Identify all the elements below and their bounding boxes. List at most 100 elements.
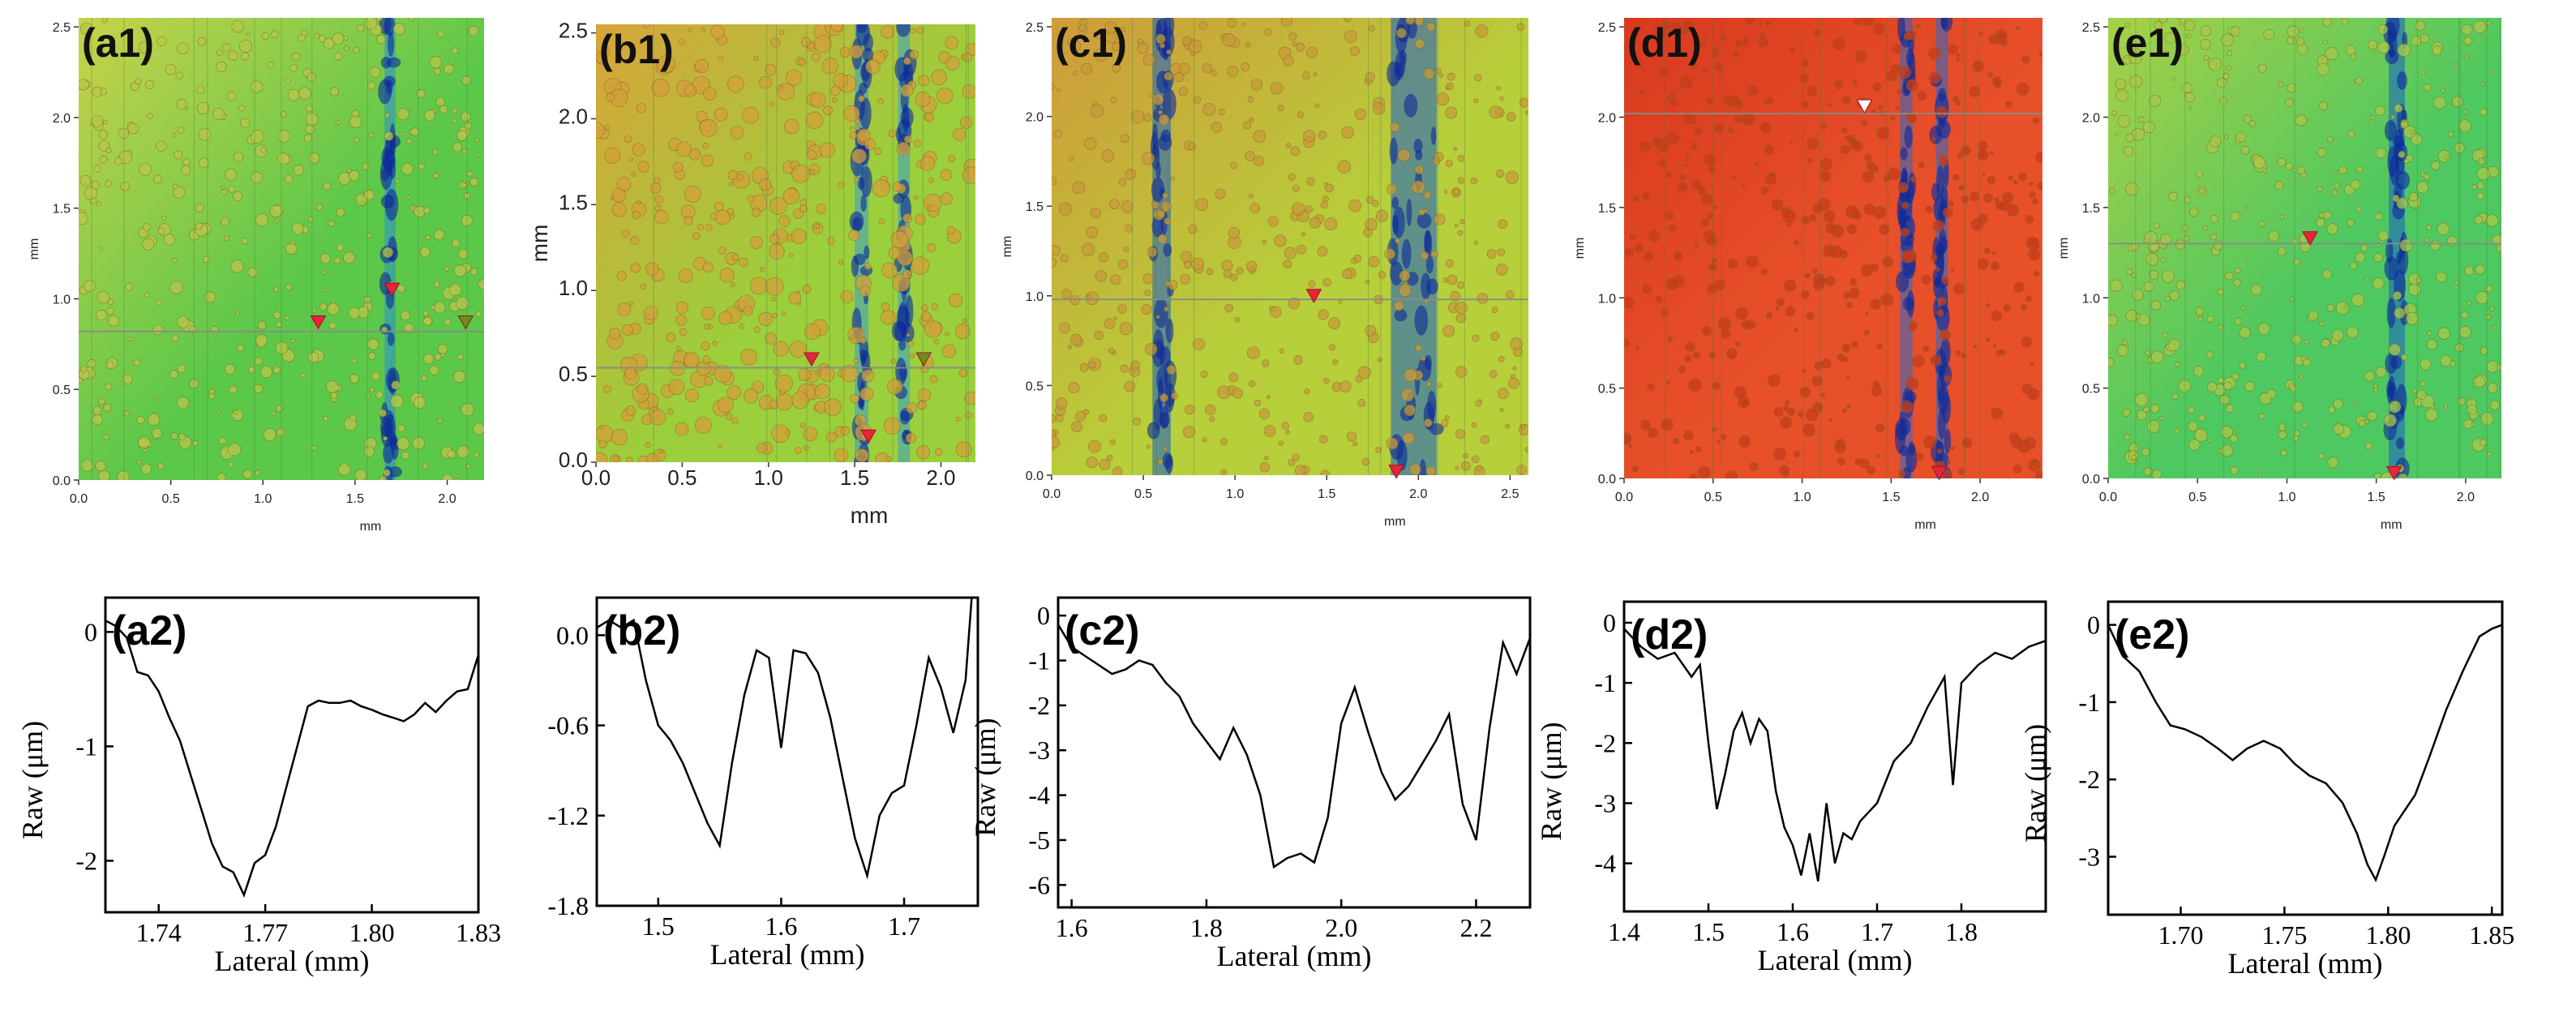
surface-bump bbox=[1691, 180, 1702, 191]
surface-bump bbox=[254, 384, 264, 393]
surface-bump bbox=[1759, 122, 1772, 134]
surface-bump bbox=[303, 134, 312, 143]
wear-spot bbox=[2385, 238, 2394, 264]
surface-bump bbox=[1903, 32, 1912, 41]
surface-bump bbox=[2202, 225, 2209, 231]
surface-bump bbox=[805, 111, 823, 129]
surface-bump bbox=[349, 115, 362, 129]
surface-bump bbox=[1972, 59, 1985, 72]
surface-bump bbox=[888, 129, 897, 138]
surface-bump bbox=[97, 397, 105, 405]
surface-bump bbox=[739, 257, 748, 268]
surface-bump bbox=[2150, 350, 2164, 364]
surface-bump bbox=[1941, 276, 1950, 285]
wear-spot bbox=[383, 443, 394, 464]
surface-bump bbox=[2440, 354, 2452, 367]
surface-bump bbox=[2372, 277, 2385, 289]
surface-bump bbox=[176, 42, 189, 55]
y-axis-label: Raw (μm) bbox=[16, 721, 49, 839]
y-tick-label: -5 bbox=[1028, 825, 1050, 855]
surface-bump bbox=[769, 400, 778, 410]
surface-bump bbox=[448, 283, 462, 297]
surface-bump bbox=[1052, 257, 1057, 268]
surface-bump bbox=[1508, 377, 1520, 389]
surface-bump bbox=[1262, 359, 1270, 367]
surface-bump bbox=[678, 38, 685, 45]
surface-bump bbox=[772, 312, 778, 319]
surface-bump bbox=[861, 369, 875, 383]
surface-bump bbox=[391, 380, 401, 390]
surface-bump bbox=[1496, 169, 1505, 178]
surface-bump bbox=[1476, 465, 1482, 472]
surface-bump bbox=[848, 229, 860, 242]
surface-bump bbox=[1524, 109, 1528, 115]
surface-bump bbox=[1069, 333, 1082, 346]
surface-bump bbox=[771, 296, 777, 302]
surface-bump bbox=[1908, 114, 1918, 124]
surface-bump bbox=[2141, 448, 2150, 457]
surface-bump bbox=[351, 109, 359, 118]
surface-bump bbox=[1811, 375, 1824, 387]
y-tick-label: 0.0 bbox=[556, 620, 589, 650]
wear-spot bbox=[2388, 42, 2394, 57]
surface-bump bbox=[156, 36, 167, 47]
surface-bump bbox=[1394, 301, 1404, 311]
surface-bump bbox=[2454, 143, 2465, 153]
surface-bump bbox=[1188, 225, 1198, 234]
surface-bump bbox=[1516, 23, 1525, 31]
surface-bump bbox=[1420, 251, 1429, 260]
surface-bump bbox=[2015, 26, 2021, 32]
surface-bump bbox=[702, 355, 711, 364]
surface-bump bbox=[1397, 148, 1411, 162]
wear-spot bbox=[1425, 255, 1434, 274]
wear-spot bbox=[1164, 454, 1173, 474]
y-axis-label: Raw (μm) bbox=[969, 718, 1001, 836]
y-tick-label: 1.0 bbox=[53, 293, 71, 307]
surface-bump bbox=[2489, 306, 2495, 311]
surface-bump bbox=[1765, 96, 1774, 105]
surface-bump bbox=[1930, 254, 1938, 261]
x-tick-label: 1.5 bbox=[1692, 917, 1725, 946]
surface-bump bbox=[2331, 189, 2338, 196]
cursor-marker-icon bbox=[1931, 465, 1948, 481]
surface-bump bbox=[1991, 407, 2004, 420]
surface-bump bbox=[945, 332, 949, 337]
surface-bump bbox=[469, 177, 479, 187]
surface-bump bbox=[603, 385, 611, 393]
surface-bump bbox=[347, 168, 352, 174]
surface-bump bbox=[1647, 427, 1659, 439]
surface-bump bbox=[2484, 314, 2492, 320]
surface-bump bbox=[1931, 137, 1936, 142]
surface-bump bbox=[2018, 172, 2028, 182]
surface-bump bbox=[2159, 233, 2172, 246]
surface-bump bbox=[1095, 48, 1108, 62]
surface-bump bbox=[684, 186, 701, 203]
surface-bump bbox=[1706, 212, 1714, 221]
surface-bump bbox=[1341, 126, 1354, 139]
surface-bump bbox=[1442, 324, 1455, 337]
surface-bump bbox=[2318, 452, 2325, 460]
surface-bump bbox=[2184, 196, 2191, 204]
surface-bump bbox=[99, 247, 103, 251]
surface-bump bbox=[1151, 200, 1159, 209]
surface-bump bbox=[276, 427, 285, 437]
surface-bump bbox=[1081, 63, 1093, 75]
surface-bump bbox=[1414, 165, 1425, 175]
surface-bump bbox=[840, 364, 859, 383]
surface-bump bbox=[2402, 126, 2416, 139]
x-tick-label: 1.5 bbox=[2368, 491, 2385, 504]
surface-bump bbox=[933, 339, 940, 345]
surface-bump bbox=[2397, 43, 2411, 58]
surface-bump bbox=[1155, 33, 1166, 45]
surface-bump bbox=[851, 148, 867, 164]
surface-bump bbox=[604, 147, 621, 164]
surface-bump bbox=[1118, 178, 1127, 187]
surface-bump bbox=[1456, 281, 1464, 289]
surface-bump bbox=[351, 358, 358, 364]
surface-bump bbox=[452, 118, 457, 124]
surface-bump bbox=[323, 415, 329, 422]
surface-bump bbox=[687, 28, 692, 32]
surface-bump bbox=[336, 120, 341, 126]
surface-bump bbox=[859, 387, 874, 401]
